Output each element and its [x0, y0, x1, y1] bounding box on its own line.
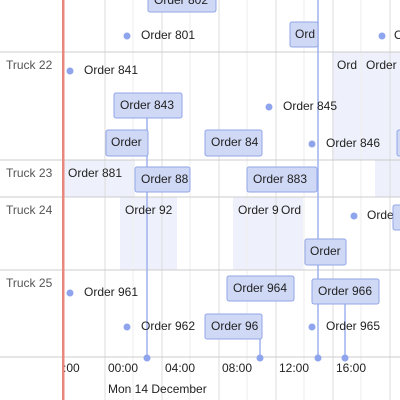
milestone[interactable]	[123, 32, 131, 40]
event-label[interactable]: Ord	[295, 27, 315, 41]
event-label[interactable]: Order 846	[326, 136, 380, 150]
event-box[interactable]	[147, 0, 217, 13]
milestone[interactable]	[308, 140, 316, 148]
event-label[interactable]: Order	[367, 208, 398, 222]
event-box[interactable]	[396, 129, 400, 157]
event-label[interactable]: Order 845	[283, 99, 337, 113]
event-label[interactable]: Order	[310, 244, 341, 258]
event-box[interactable]	[204, 129, 263, 157]
event-label[interactable]: Order 966	[318, 284, 372, 298]
row-labels: Truck 22 Truck 23 Truck 24 Truck 25	[6, 58, 53, 290]
event-label[interactable]: Ord	[281, 203, 301, 217]
event-label[interactable]: Order 801	[141, 28, 195, 42]
event-label[interactable]: Order 802	[154, 0, 208, 7]
axis-dot	[143, 354, 151, 362]
event-box[interactable]	[226, 275, 295, 302]
busy-region	[375, 160, 400, 197]
event-label[interactable]: Order 965	[326, 319, 380, 333]
busy-region	[233, 197, 303, 270]
row-label: Truck 23	[6, 166, 53, 180]
event-label[interactable]: Order 84	[211, 135, 259, 149]
event-box[interactable]	[311, 278, 380, 305]
time-tick: :00	[63, 361, 80, 375]
event-box[interactable]	[134, 166, 191, 193]
event-label[interactable]: Order 843	[120, 98, 174, 112]
row-label: Truck 22	[6, 58, 53, 72]
date-label: Mon 14 December	[108, 382, 207, 396]
event-box[interactable]	[289, 21, 319, 48]
milestone[interactable]	[66, 289, 74, 297]
milestone[interactable]	[265, 103, 273, 111]
event-box[interactable]	[304, 238, 347, 266]
row-label: Truck 24	[6, 203, 53, 217]
milestone[interactable]	[66, 67, 74, 75]
axis-dot	[341, 354, 349, 362]
time-tick: 04:00	[165, 361, 195, 375]
busy-region	[332, 52, 400, 160]
time-axis: :00 00:00 04:00 08:00 12:00 16:00 Mon 14…	[63, 354, 366, 396]
event-label[interactable]: Ord	[394, 28, 400, 42]
milestone[interactable]	[378, 32, 386, 40]
time-tick: 12:00	[279, 361, 309, 375]
milestone[interactable]	[350, 212, 358, 220]
busy-region	[120, 197, 177, 270]
event-box[interactable]	[105, 129, 149, 157]
event-label[interactable]: Order 883	[253, 172, 307, 186]
row-label: Truck 25	[6, 276, 53, 290]
event-label[interactable]: Order 841	[84, 63, 138, 77]
event-label[interactable]: Ord	[337, 58, 357, 72]
busy-region	[63, 160, 135, 197]
event-label[interactable]: Order 92	[125, 203, 173, 217]
event-box[interactable]	[392, 204, 400, 231]
event-box[interactable]	[204, 313, 263, 340]
time-tick: 08:00	[222, 361, 252, 375]
event-box[interactable]	[113, 92, 183, 119]
event-label[interactable]: Order	[111, 135, 142, 149]
current-time-line	[62, 0, 65, 400]
event-label[interactable]: Order 9	[238, 203, 279, 217]
event-box[interactable]	[246, 166, 318, 193]
event-label[interactable]: Order 881	[68, 166, 122, 180]
event-label[interactable]: Order 962	[141, 319, 195, 333]
axis-dot	[256, 354, 264, 362]
time-tick: 00:00	[108, 361, 138, 375]
time-tick: 16:00	[336, 361, 366, 375]
event-label[interactable]: Order	[366, 58, 397, 72]
event-label[interactable]: Order 961	[84, 285, 138, 299]
event-label[interactable]: Order 88	[141, 172, 189, 186]
event-label[interactable]: Order 96	[211, 319, 259, 333]
milestone[interactable]	[123, 323, 131, 331]
axis-dot	[314, 354, 322, 362]
milestone[interactable]	[308, 323, 316, 331]
event-label[interactable]: Order 964	[233, 281, 287, 295]
